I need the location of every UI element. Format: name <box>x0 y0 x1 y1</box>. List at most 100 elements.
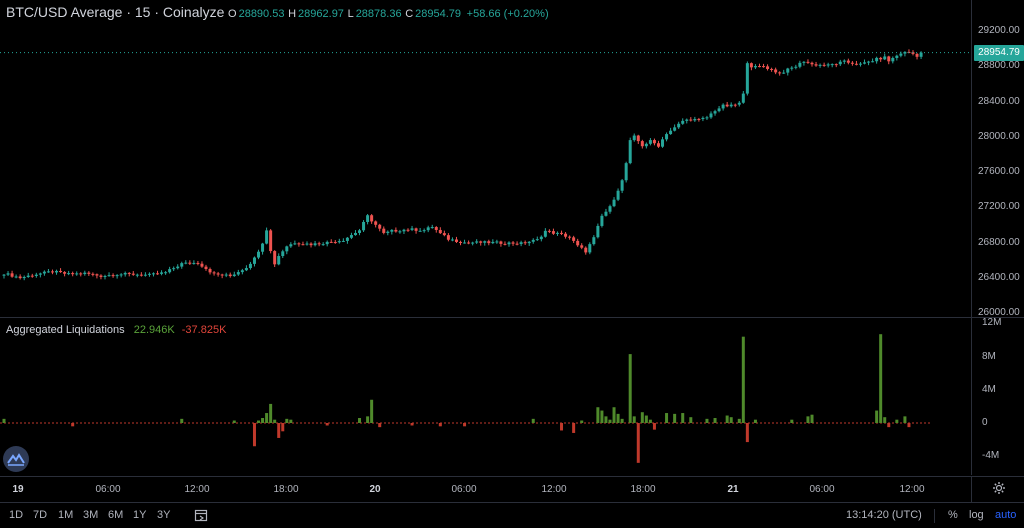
time-tick-label: 12:00 <box>899 484 925 495</box>
candle <box>188 260 192 266</box>
liquidations-histogram[interactable] <box>0 318 971 475</box>
candle <box>810 61 814 67</box>
candle <box>196 260 200 266</box>
price-tick-label: 28400.00 <box>978 95 1020 107</box>
candle <box>782 69 786 74</box>
candle <box>576 238 580 247</box>
candle <box>386 230 390 236</box>
candle <box>733 103 737 108</box>
candle <box>580 243 584 250</box>
long-liquidation-bar <box>665 413 669 423</box>
candle <box>349 232 353 240</box>
candle <box>26 272 30 278</box>
long-liquidation-bar <box>596 407 600 423</box>
candle <box>491 239 495 245</box>
log-toggle[interactable]: log <box>969 509 984 521</box>
toolbar-divider <box>934 509 935 523</box>
candle <box>709 111 713 119</box>
candle <box>766 64 770 71</box>
candle <box>543 228 547 238</box>
liquidation-tick-label: 12M <box>982 317 1002 329</box>
short-liquidation-bar <box>463 423 467 427</box>
time-tick-label: 06:00 <box>451 484 477 495</box>
candle <box>867 60 871 66</box>
candle <box>834 63 838 68</box>
candle <box>301 241 305 246</box>
long-liquidation-bar <box>895 419 899 423</box>
logo-button[interactable] <box>3 446 29 472</box>
short-liquidation-bar <box>325 423 329 426</box>
candle <box>838 59 842 66</box>
liquidations-axis[interactable]: 12M 8M 4M 0 -4M <box>971 317 1024 475</box>
symbol-title[interactable]: BTC/USD Average · 15 · Coinalyze <box>6 4 225 20</box>
candle <box>135 273 139 278</box>
range-button-6m[interactable]: 6M <box>108 509 124 521</box>
candle <box>741 91 745 104</box>
short-liquidation-bar <box>71 423 75 427</box>
candlestick-chart[interactable] <box>0 0 971 317</box>
long-liquidation-bar <box>232 420 236 423</box>
time-tick-label: 18:00 <box>630 484 656 495</box>
range-button-3y[interactable]: 3Y <box>157 509 171 521</box>
range-button-1m[interactable]: 1M <box>58 509 74 521</box>
candle <box>572 235 576 243</box>
candle <box>854 60 858 66</box>
candle <box>422 228 426 233</box>
price-tick-label: 27200.00 <box>978 201 1020 213</box>
candle <box>22 275 26 281</box>
range-button-3m[interactable]: 3M <box>83 509 99 521</box>
candle <box>685 118 689 124</box>
candle <box>644 142 648 149</box>
percent-toggle[interactable]: % <box>948 509 958 521</box>
liquidations-pane[interactable]: Aggregated Liquidations 22.946K -37.825K <box>0 318 971 475</box>
candle <box>390 229 394 235</box>
candle <box>313 240 317 247</box>
candle <box>628 137 632 165</box>
candle <box>305 241 309 246</box>
long-liquidation-bar <box>673 413 677 423</box>
candle <box>394 227 398 233</box>
liquidation-tick-label: 8M <box>982 350 996 362</box>
long-liquidation-bar <box>580 420 584 423</box>
candle <box>75 271 79 276</box>
short-liquidation-bar <box>410 423 414 426</box>
price-tick-label: 26400.00 <box>978 271 1020 283</box>
liquidations-title[interactable]: Aggregated Liquidations <box>6 324 125 336</box>
time-axis[interactable]: 19 06:00 12:00 18:00 20 06:00 12:00 18:00 21 06:0… <box>0 476 971 502</box>
date-range-icon[interactable] <box>194 508 208 525</box>
candle <box>547 229 551 234</box>
candle <box>252 256 256 267</box>
candle <box>382 226 386 235</box>
long-liquidation-bar <box>883 417 887 423</box>
price-chart-pane[interactable]: BTC/USD Average · 15 · Coinalyze O 28890.… <box>0 0 971 317</box>
pane-separator[interactable] <box>0 317 1024 318</box>
candle <box>438 227 442 234</box>
long-liquidation-bar <box>180 418 184 423</box>
gear-icon[interactable] <box>992 481 1006 495</box>
long-liquidation-bar <box>875 410 879 423</box>
candle <box>172 266 176 272</box>
long-liquidation-bar <box>370 399 374 423</box>
price-axis[interactable]: 29200.00 28800.00 28400.00 28000.00 27600.00… <box>971 0 1024 318</box>
long-liquidation-bar <box>806 416 810 423</box>
candle <box>826 62 830 68</box>
long-liquidation-bar <box>903 416 907 423</box>
candle <box>467 240 471 245</box>
clock-display[interactable]: 13:14:20 (UTC) <box>846 509 922 521</box>
auto-toggle[interactable]: auto <box>995 509 1017 521</box>
candle <box>786 67 790 76</box>
candle <box>895 54 899 61</box>
long-liquidation-bar <box>689 417 693 423</box>
candle <box>871 58 875 63</box>
candle <box>612 197 616 208</box>
candle <box>228 272 232 278</box>
candle <box>592 235 596 246</box>
candle <box>208 267 212 275</box>
range-button-1d[interactable]: 1D <box>9 509 24 521</box>
candle <box>426 225 430 233</box>
candle <box>410 225 414 232</box>
candle <box>378 223 382 232</box>
range-button-1y[interactable]: 1Y <box>133 509 147 521</box>
candle <box>362 220 366 233</box>
range-button-7d[interactable]: 7D <box>33 509 48 521</box>
